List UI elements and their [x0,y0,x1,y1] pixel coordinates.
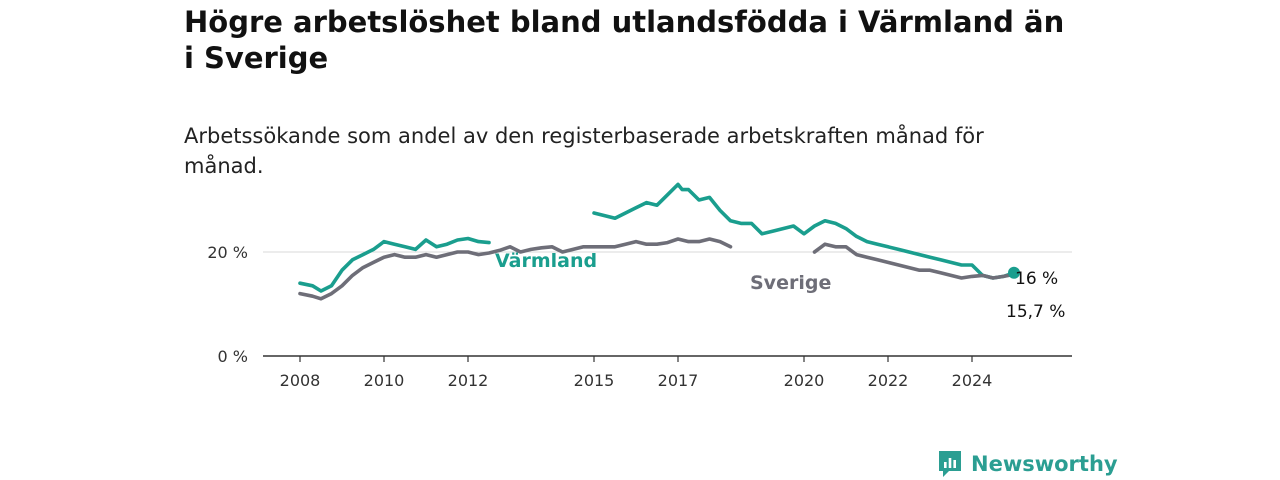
series-label-varmland: Värmland [495,250,597,272]
x-tick-label: 2012 [448,371,489,390]
x-tick-label: 2024 [952,371,993,390]
x-tick-label: 2020 [784,371,825,390]
series-layer [298,182,1016,301]
x-tick-label: 2017 [658,371,699,390]
chart-subtitle: Arbetssökande som andel av den registerb… [184,124,984,178]
x-tick-label: 2008 [280,371,321,390]
series-line-v-rmland [298,182,1016,293]
chart-title: Högre arbetslöshet bland utlandsfödda i … [184,5,1065,75]
end-label-sverige: 15,7 % [1006,302,1065,322]
axis-layer: 0 % 20 % 2008 2010 2012 2015 2017 2020 2022 2024 [207,243,1072,390]
brand-logo[interactable]: Newsworthy [937,449,1118,479]
y-tick-label: 20 % [207,243,248,262]
newsworthy-logo-icon [939,451,961,477]
brand-name: Newsworthy [971,452,1118,476]
label-layer: Värmland Sverige 16 % 15,7 % [495,250,1065,322]
x-tick-label: 2015 [574,371,615,390]
y-tick-label: 0 % [218,347,248,366]
x-tick-label: 2010 [364,371,405,390]
end-point-varmland [1008,266,1020,279]
end-label-varmland: 16 % [1015,269,1058,289]
series-line-sverige [298,237,1016,301]
series-label-sverige: Sverige [750,272,831,294]
x-tick-label: 2022 [868,371,909,390]
